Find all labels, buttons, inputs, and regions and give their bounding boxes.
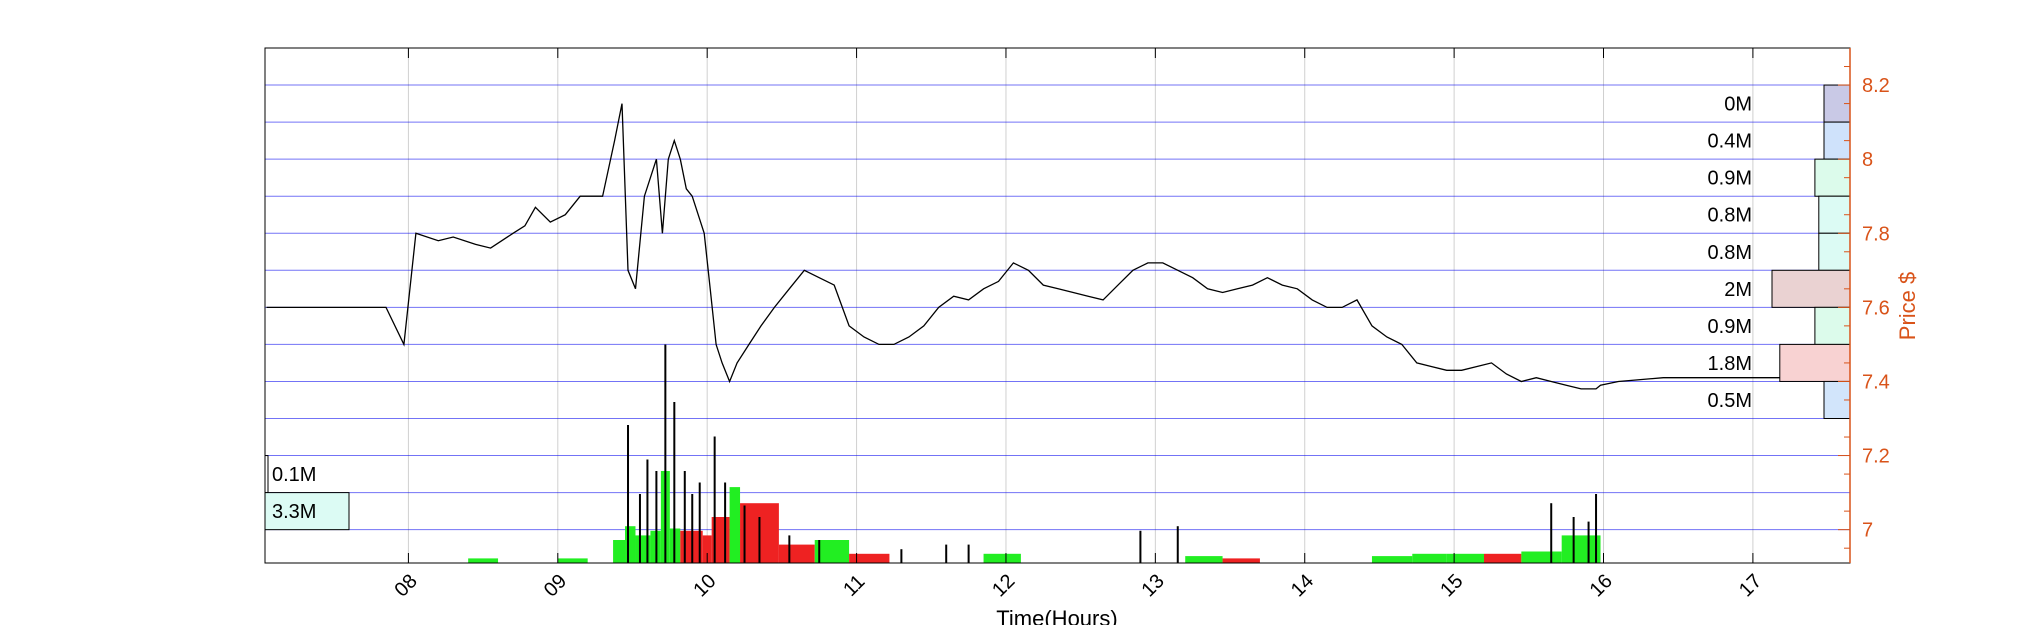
volume-bar [625,526,636,563]
y-tick-label: 7 [1862,520,1873,542]
price-line [266,103,1828,390]
volume-bar [613,540,626,563]
volume-profile-label: 2M [1724,279,1752,301]
y-tick-label: 7.8 [1862,223,1890,245]
y-tick-label: 7.6 [1862,297,1890,319]
volume-profile: 0M 0.4M 0.9M 0.8M 0.8M 2M 0.9M 1.8M 0.5M [1708,84,1851,420]
lower-profile-bar [264,492,350,531]
lower-volume-profile: 0.1M 3.3M [264,455,350,531]
x-tick-label: 16 [1586,570,1617,601]
volume-profile-label: 0.8M [1708,205,1752,227]
x-tick-label: 14 [1287,570,1318,601]
volume-bar [1561,535,1601,563]
x-tick-label: 17 [1735,570,1766,601]
x-tick-label: 15 [1436,570,1467,601]
y-tick-label: 8 [1862,149,1873,171]
volume-profile-label: 0.5M [1708,390,1752,412]
volume-bar [1521,551,1562,563]
x-tick-label: 11 [839,571,869,601]
volume-profile-label: 0.8M [1708,242,1752,264]
volume-bar [1371,556,1413,563]
volume-profile-bar [1771,269,1851,308]
grid-lines [265,48,1850,563]
volume-profile-label: 1.8M [1708,353,1752,375]
volume-bar [1185,556,1223,563]
volume-bar [849,553,890,563]
volume-bar [814,540,850,563]
volume-bar [1222,558,1260,563]
x-axis: 08 09 10 11 12 13 14 15 16 17 [391,48,1766,601]
volume-bar [983,553,1021,563]
lower-profile-label: 0.1M [272,464,316,486]
volume-profile-label: 0.4M [1708,131,1752,153]
price-axis-title: Price $ [1895,272,1920,340]
x-tick-label: 10 [689,570,720,601]
lower-profile-label: 3.3M [272,501,316,523]
price-series-line [266,103,1828,390]
y-tick-label: 8.2 [1862,75,1890,97]
y-tick-label: 7.4 [1862,371,1890,393]
volume-profile-label: 0M [1724,94,1752,116]
y-tick-label: 7.2 [1862,446,1890,468]
volume-bar [557,558,588,563]
x-tick-label: 08 [391,570,422,601]
x-tick-label: 13 [1137,570,1168,601]
axes-frame [264,47,1851,564]
volume-bar [468,558,499,563]
x-tick-label: 09 [540,570,571,601]
x-tick-label: 12 [988,570,1019,601]
x-axis-title: Time(Hours) [996,606,1117,625]
volume-bar [1446,553,1485,563]
volume-bar [1412,553,1447,563]
volume-bars [468,471,1601,563]
volume-bar [702,535,712,563]
volume-bar [729,487,741,563]
volume-bar [778,544,815,563]
volume-profile-bar [1779,343,1851,382]
volume-spikes [627,344,1598,563]
volume-profile-label: 0.9M [1708,168,1752,190]
volume-bar [1484,553,1522,563]
price-axis: 7 7.2 7.4 7.6 7.8 8 8.2 [1838,48,1890,563]
volume-profile-label: 0.9M [1708,316,1752,338]
